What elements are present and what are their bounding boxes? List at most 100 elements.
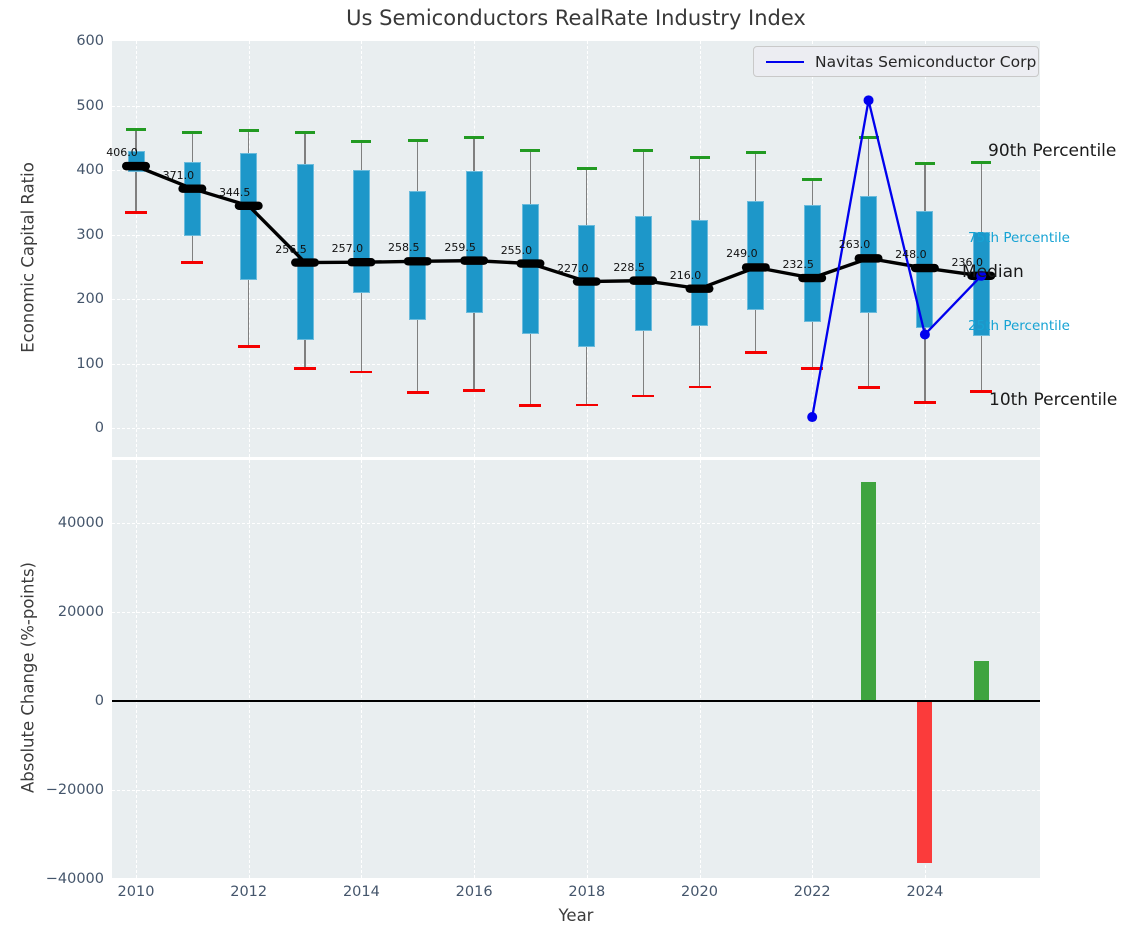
x-axis-tick: 2016	[455, 884, 493, 900]
p10-cap	[801, 367, 824, 371]
median-marker	[910, 263, 939, 273]
p10-cap	[913, 401, 936, 404]
median-value-label: 255.0	[500, 243, 533, 257]
p10-cap	[519, 404, 542, 408]
legend-label: Navitas Semiconductor Corp	[815, 52, 1037, 71]
overlay-series-line	[811, 100, 983, 418]
p10-cap	[181, 261, 204, 264]
annotation-median: Median	[962, 262, 1024, 282]
p10-cap	[406, 391, 429, 395]
median-value-label: 263.0	[838, 238, 871, 252]
p90-cap	[689, 155, 710, 159]
p90-cap	[802, 178, 823, 182]
p90-cap	[914, 161, 935, 165]
median-value-label: 259.5	[444, 240, 476, 254]
x-axis-tick: 2022	[793, 884, 831, 900]
median-marker	[347, 258, 376, 267]
p10-cap	[575, 403, 598, 407]
percentile-box	[634, 216, 652, 332]
median-value-label: 406.0	[106, 146, 138, 160]
p10-cap	[294, 367, 317, 371]
x-axis-tick: 2012	[230, 884, 268, 900]
median-marker	[291, 258, 320, 267]
median-value-label: 256.5	[275, 242, 307, 256]
change-bar-negative	[917, 701, 933, 863]
top-axes: 406.0 371.0 344.5 256.5 257.0 258.5 259.5 255.0…	[106, 41, 1040, 457]
gridline-vertical	[474, 460, 476, 878]
p90-cap	[971, 161, 992, 164]
median-value-label: 236.0	[951, 255, 984, 269]
p90-cap	[633, 148, 654, 152]
median-marker	[178, 184, 207, 193]
p90-cap	[745, 151, 766, 155]
p10-cap	[857, 386, 880, 389]
p10-cap	[237, 344, 260, 348]
overlay-series-point	[919, 329, 930, 340]
median-marker	[685, 284, 714, 293]
overlay-series-point	[863, 95, 874, 106]
gridline-horizontal	[112, 299, 1040, 300]
median-value-label: 371.0	[162, 168, 195, 182]
median-marker	[122, 161, 150, 171]
annotation-10th-percentile: 10th Percentile	[989, 390, 1118, 410]
percentile-box	[747, 200, 765, 310]
change-bar-positive	[973, 661, 989, 701]
median-value-label: 257.0	[331, 242, 364, 256]
p90-cap	[126, 128, 146, 131]
median-marker	[460, 256, 489, 265]
zero-line	[112, 700, 1040, 702]
p10-cap	[632, 394, 655, 398]
p90-cap	[520, 148, 541, 152]
median-marker	[854, 254, 883, 263]
annotation-25th-percentile: 25th Percentile	[968, 318, 1070, 334]
y-axis-tick: 600	[76, 33, 104, 49]
gridline-vertical	[586, 460, 588, 878]
legend: Navitas Semiconductor Corp	[753, 46, 1039, 77]
median-value-label: 227.0	[557, 261, 589, 275]
p90-cap	[182, 130, 203, 134]
p90-cap	[295, 131, 316, 135]
median-marker	[403, 257, 432, 266]
median-marker	[516, 259, 545, 268]
chart-title: Us Semiconductors RealRate Industry Inde…	[346, 6, 806, 30]
gridline-vertical	[812, 460, 814, 878]
p10-cap	[744, 351, 767, 355]
percentile-box	[296, 164, 314, 340]
y-axis-tick: 0	[94, 693, 104, 709]
percentile-box	[240, 152, 258, 281]
annotation-75th-percentile: 75th Percentile	[968, 230, 1070, 246]
median-value-label: 249.0	[726, 247, 758, 261]
x-axis-tick: 2024	[906, 884, 944, 900]
bottom-y-axis-label: Absolute Change (%-points)	[18, 562, 38, 793]
percentile-box	[691, 219, 708, 327]
percentile-box	[183, 161, 201, 236]
p90-cap	[351, 140, 372, 144]
gridline-horizontal	[112, 522, 1040, 524]
x-axis-tick: 2014	[342, 884, 380, 900]
median-value-label: 258.5	[388, 241, 420, 255]
median-marker	[629, 276, 658, 285]
y-axis-tick: 20000	[57, 603, 104, 620]
gridline-vertical	[248, 460, 250, 878]
gridline-horizontal	[112, 105, 1040, 107]
y-axis-tick: 500	[76, 97, 104, 114]
gridline-vertical	[136, 41, 137, 457]
x-axis-label: Year	[558, 906, 594, 925]
gridline-horizontal	[112, 428, 1040, 429]
y-axis-tick: 100	[76, 355, 104, 372]
y-axis-tick: 200	[76, 291, 104, 307]
gridline-vertical	[361, 460, 363, 878]
x-axis-tick: 2020	[681, 884, 718, 900]
median-line	[135, 164, 982, 291]
gridline-vertical	[699, 460, 701, 878]
p90-cap	[576, 166, 597, 170]
p90-cap	[464, 135, 485, 139]
x-axis-tick: 2010	[117, 884, 155, 900]
median-marker	[798, 273, 827, 283]
overlay-series-point	[807, 412, 818, 423]
p10-cap	[688, 385, 711, 389]
y-axis-tick: 0	[94, 420, 104, 436]
change-bar-positive	[861, 482, 877, 701]
bottom-axes	[112, 460, 1040, 878]
gridline-horizontal	[112, 234, 1040, 236]
